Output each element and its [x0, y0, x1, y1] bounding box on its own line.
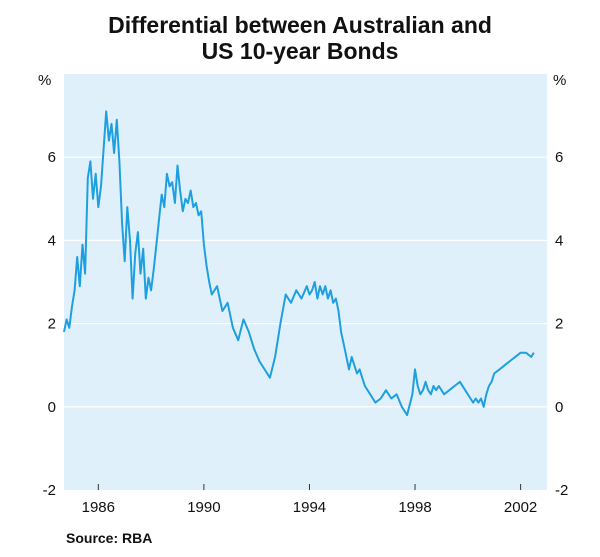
y-tick-label-left: 2 [48, 316, 56, 333]
y-tick-label-left: 4 [48, 232, 56, 249]
y-tick-label-right: 0 [555, 399, 563, 416]
x-tick-label: 1994 [293, 499, 326, 516]
series-line [63, 110, 535, 417]
x-tick-label: 1998 [398, 499, 431, 516]
plot-area [64, 74, 547, 490]
x-tick-label: 1986 [82, 499, 115, 516]
y-axis-unit-left: % [38, 72, 52, 89]
y-tick-label-right: -2 [555, 482, 568, 499]
chart-title: Differential between Australian and US 1… [0, 12, 600, 64]
x-tick-label: 2002 [504, 499, 537, 516]
y-tick-label-left: 6 [48, 149, 56, 166]
chart-title-line-1: Differential between Australian and [108, 12, 492, 38]
y-tick-label-left: 0 [48, 399, 56, 416]
source-note: Source: RBA [66, 530, 153, 546]
y-tick-label-right: 2 [555, 316, 563, 333]
y-tick-label-left: -2 [43, 482, 56, 499]
chart-title-line-2: US 10-year Bonds [201, 38, 399, 64]
y-tick-label-right: 6 [555, 149, 563, 166]
x-tick-label: 1990 [187, 499, 220, 516]
y-tick-label-right: 4 [555, 232, 563, 249]
y-axis-unit-right: % [553, 72, 567, 89]
